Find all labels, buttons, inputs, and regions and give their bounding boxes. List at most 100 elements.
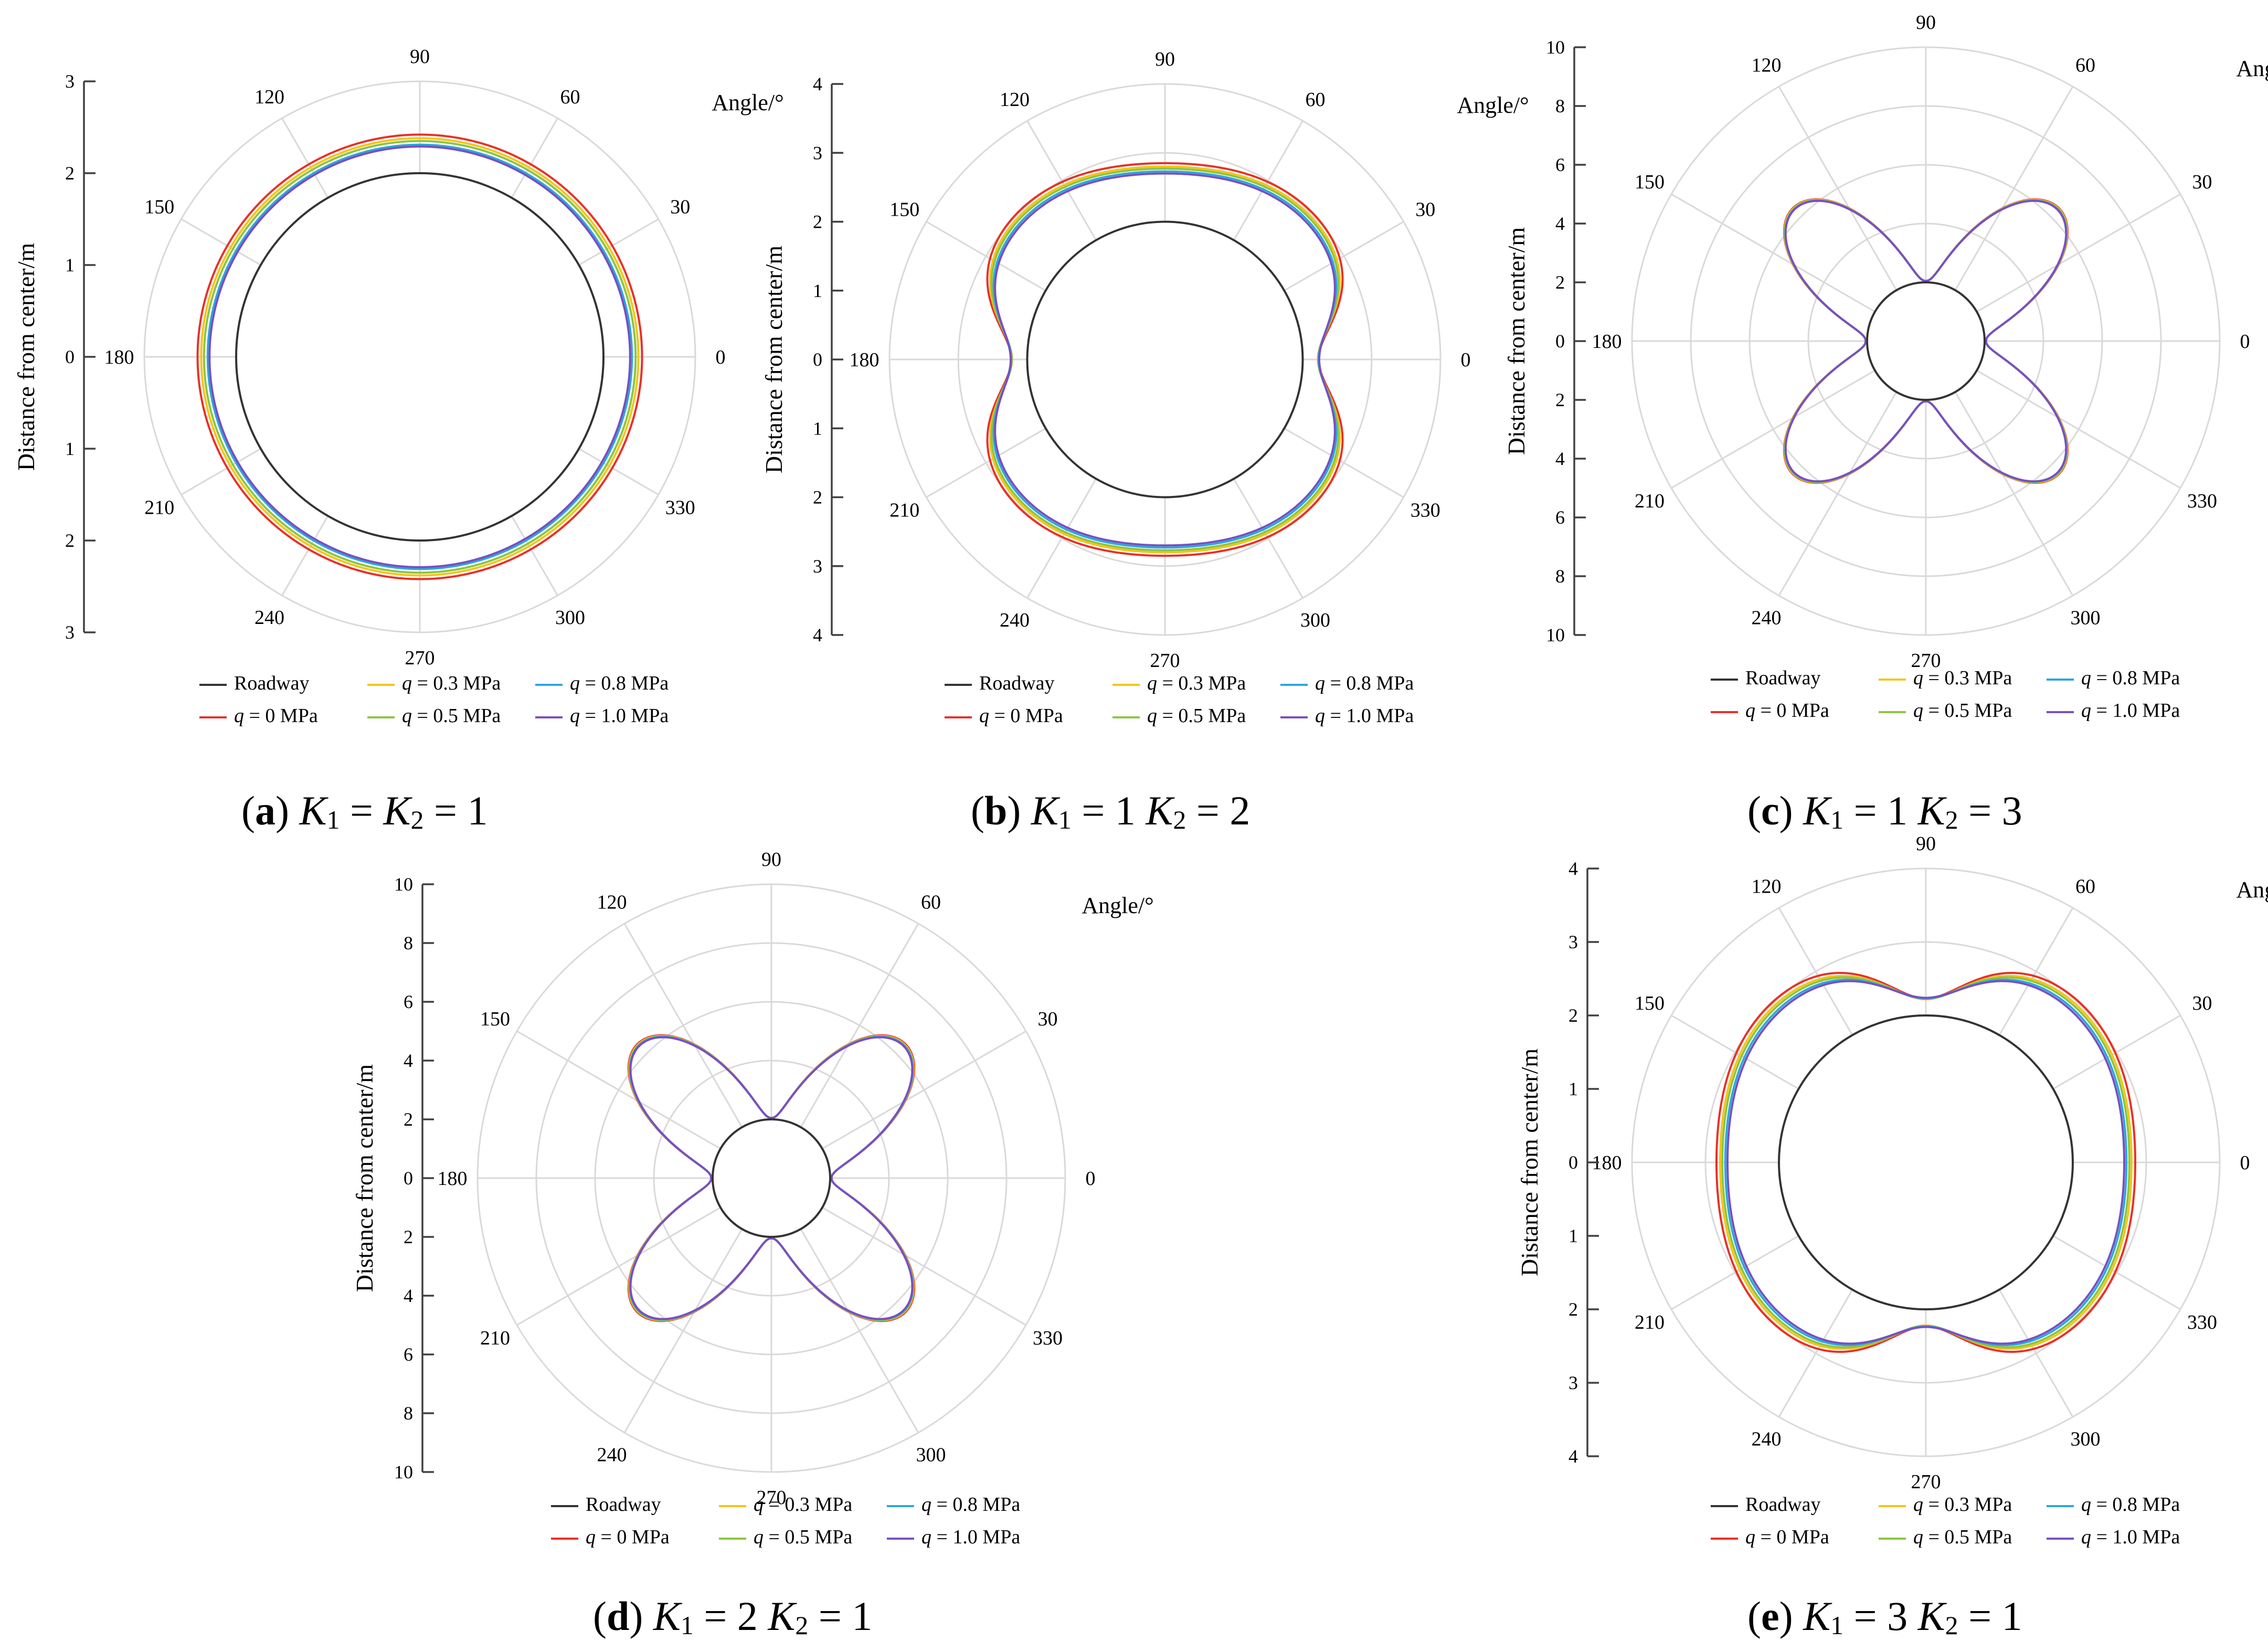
- series-curve-4: [1726, 980, 2125, 1345]
- series-curve-4: [994, 172, 1336, 547]
- legend-swatch: [1879, 1505, 1906, 1508]
- y-axis-label: Distance from center/m: [351, 1064, 378, 1292]
- legend-item-series-2: q = 0.5 MPa: [367, 704, 501, 727]
- angle-label: 90: [1155, 48, 1175, 70]
- series-curve-3: [1724, 978, 2128, 1347]
- angle-label: 0: [1461, 349, 1471, 371]
- legend-label: q = 0.8 MPa: [2081, 667, 2180, 689]
- legend-label: q = 1.0 MPa: [921, 1526, 1021, 1548]
- legend-swatch: [1280, 716, 1308, 719]
- angle-label: 120: [1000, 89, 1030, 111]
- polar-chart-e: 0306090120150180210240270300330Angle/°43…: [1516, 833, 2268, 1493]
- radial-tick-label: 0: [1568, 1152, 1578, 1173]
- legend-swatch: [551, 1538, 578, 1540]
- legend-item-series-4: q = 1.0 MPa: [535, 704, 669, 727]
- radial-tick-label: 1: [813, 280, 822, 301]
- series-curve-1: [200, 137, 640, 577]
- angle-label: 90: [761, 849, 781, 871]
- angle-label: 300: [2071, 1428, 2101, 1450]
- legend-item-series-3: q = 0.8 MPa: [535, 672, 669, 695]
- legend-swatch: [2047, 711, 2074, 714]
- legend-label: q = 0.3 MPa: [754, 1494, 853, 1516]
- radial-tick-label: 6: [1555, 507, 1565, 528]
- radial-tick-label: 4: [404, 1050, 413, 1071]
- angle-label: 60: [1306, 89, 1326, 111]
- legend-swatch: [1711, 1505, 1738, 1508]
- radial-tick-label: 6: [1555, 154, 1565, 175]
- legend-label: q = 0 MPa: [1745, 1526, 1829, 1548]
- angle-label: 210: [1635, 490, 1665, 512]
- polar-chart-d: 0306090120150180210240270300330Angle/°10…: [351, 849, 1154, 1509]
- angle-label: 270: [405, 647, 435, 669]
- legend-item-roadway: Roadway: [1711, 1493, 1821, 1516]
- series-group: [196, 133, 643, 580]
- legend-swatch: [1879, 679, 1906, 681]
- roadway-circle: [235, 172, 605, 542]
- radial-tick-label: 4: [1555, 213, 1565, 234]
- legend-item-series-1: q = 0.3 MPa: [1879, 1493, 2012, 1516]
- legend-item-roadway: Roadway: [945, 672, 1055, 695]
- legend-label: q = 0.3 MPa: [1913, 1494, 2012, 1516]
- series-curve-0: [196, 133, 643, 580]
- angle-label: 180: [104, 346, 134, 368]
- radial-tick-label: 2: [813, 211, 822, 232]
- legend-item-series-0: q = 0 MPa: [945, 704, 1063, 727]
- radial-tick-label: 4: [813, 73, 822, 94]
- radial-tick-label: 3: [813, 556, 822, 577]
- radial-tick-label: 3: [1568, 1372, 1578, 1393]
- panel-a: 0 30 60 90 120 150 180 210 240 270 300 330 Angle/° 3 2…: [0, 31, 784, 834]
- radial-tick-label: 1: [1568, 1225, 1578, 1246]
- angle-axis-title: Angle/°: [712, 90, 783, 115]
- angle-label: 300: [1300, 609, 1330, 631]
- panel-e: 0306090120150180210240270300330Angle/°43…: [1490, 833, 2268, 1652]
- y-axis-label: Distance from center/m: [1516, 1049, 1543, 1276]
- legend-label: q = 0 MPa: [1745, 700, 1829, 722]
- legend-label: q = 0.3 MPa: [1147, 672, 1246, 694]
- radial-tick-label: 10: [394, 874, 413, 895]
- angle-label: 210: [889, 500, 919, 522]
- caption-c: (c) K1 = 1 K2 = 3: [1747, 788, 2022, 834]
- legend-label: q = 0.3 MPa: [402, 672, 501, 694]
- angle-label: 270: [1911, 1471, 1941, 1493]
- angle-label: 0: [2240, 1152, 2250, 1174]
- legend-swatch: [2047, 679, 2074, 681]
- legend-swatch: [1280, 684, 1308, 686]
- caption-d: (d) K1 = 2 K2 = 1: [593, 1593, 873, 1640]
- radial-tick-label: 10: [1546, 624, 1565, 645]
- series-curve-2: [203, 140, 637, 574]
- angle-label: 30: [2192, 171, 2212, 193]
- legend-label: q = 0.3 MPa: [1913, 667, 2012, 689]
- caption-e: (e) K1 = 3 K2 = 1: [1747, 1593, 2022, 1640]
- radial-tick-label: 2: [404, 1226, 413, 1247]
- legend-swatch: [887, 1505, 914, 1508]
- radial-tick-label: 1: [1568, 1078, 1578, 1099]
- legend-label: q = 1.0 MPa: [2081, 1526, 2180, 1548]
- angle-label: 210: [144, 497, 174, 519]
- legend-swatch: [1112, 716, 1140, 719]
- radial-tick-label: 2: [813, 487, 822, 508]
- legend-swatch: [535, 716, 563, 719]
- legend-label: q = 0.5 MPa: [402, 705, 501, 727]
- legend-swatch: [719, 1505, 746, 1508]
- legend-label: q = 0.5 MPa: [754, 1526, 853, 1548]
- radial-tick-label: 3: [65, 71, 75, 92]
- legend-item-series-4: q = 1.0 MPa: [2047, 1526, 2180, 1549]
- y-axis-label: Distance from center/m: [13, 243, 39, 471]
- angle-label: 240: [1752, 1428, 1782, 1450]
- angle-axis-title: Angle/°: [2236, 56, 2268, 81]
- series-group: [1715, 972, 2136, 1353]
- angle-label: 90: [1916, 12, 1936, 34]
- polar-chart-b: 0306090120150180210240270300330Angle/°43…: [760, 48, 1529, 672]
- legend-swatch: [1711, 1538, 1738, 1540]
- angle-label: 270: [1150, 650, 1180, 672]
- legend-item-series-4: q = 1.0 MPa: [1280, 704, 1414, 727]
- legend-label: q = 1.0 MPa: [570, 705, 669, 727]
- series-curve-4: [629, 1036, 914, 1320]
- angle-label: 150: [1635, 171, 1665, 193]
- radial-tick-label: 2: [1568, 1299, 1578, 1320]
- legend-item-series-3: q = 0.8 MPa: [887, 1493, 1020, 1516]
- angle-label: 300: [555, 607, 585, 629]
- legend-label: q = 0.8 MPa: [921, 1494, 1021, 1516]
- legend-label: Roadway: [586, 1494, 661, 1516]
- legend-swatch: [535, 684, 563, 686]
